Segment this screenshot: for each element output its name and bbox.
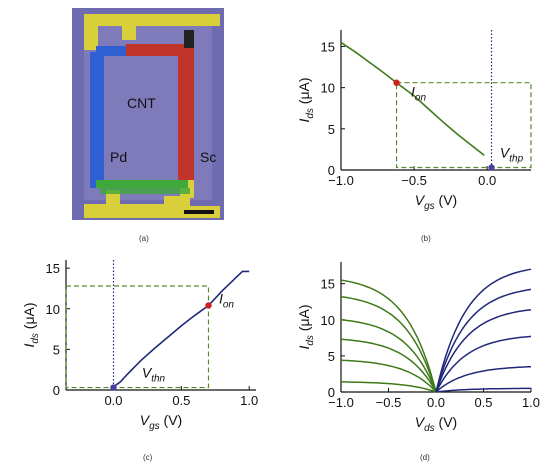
- device-micrograph: CNT Pd Sc: [72, 8, 224, 220]
- vth-marker: [488, 164, 495, 171]
- caption-a: (a): [139, 234, 149, 243]
- series-line: [340, 41, 485, 156]
- x-axis-label: Vds (V): [415, 414, 457, 434]
- y-tick-label: 0: [328, 385, 335, 400]
- vth-label: Vthn: [142, 365, 166, 385]
- x-tick-label: 1.0: [240, 393, 258, 408]
- x-tick-label: 1.0: [522, 395, 540, 410]
- output-curve-n: [435, 288, 532, 393]
- y-tick-label: 5: [328, 349, 335, 364]
- y-tick-label: 10: [46, 302, 60, 317]
- ion-marker: [205, 302, 212, 309]
- output-curve-p: [341, 381, 437, 393]
- ion-label: Ion: [411, 84, 426, 104]
- top-pad: [84, 14, 220, 50]
- y-tick-label: 15: [321, 277, 335, 292]
- panel-b: −1.0 −0.5 0.0 0 5 10 15 Vgs (V) Ids (μA) Ion Vthp …: [275, 0, 551, 250]
- y-tick-label: 10: [321, 81, 335, 96]
- vth-marker: [110, 384, 117, 391]
- output-curve-n: [435, 335, 532, 393]
- vth-label: Vthp: [500, 145, 524, 165]
- x-tick-label: −0.5: [401, 173, 427, 188]
- caption-d: (d): [420, 453, 430, 462]
- cnt-channel: [96, 180, 188, 188]
- caption-b: (b): [421, 234, 431, 243]
- y-axis-label: Ids (μA): [21, 302, 41, 347]
- caption-c: (c): [143, 453, 153, 462]
- x-axis-label: Vgs (V): [415, 192, 457, 212]
- scale-bar: [184, 210, 214, 214]
- y-tick-label: 15: [321, 39, 335, 54]
- y-tick-label: 5: [53, 342, 60, 357]
- x-tick-label: 0.0: [104, 393, 122, 408]
- series-line: [113, 270, 250, 388]
- y-tick-label: 15: [46, 261, 60, 276]
- ion-marker: [393, 79, 400, 86]
- sc-top-arm: [126, 44, 194, 56]
- x-tick-label: 0.0: [427, 395, 445, 410]
- pd-top-arm: [96, 46, 130, 56]
- operating-window-box: [395, 82, 532, 169]
- y-axis-label: Ids (μA): [296, 304, 316, 349]
- y-tick-label: 5: [328, 122, 335, 137]
- micrograph-panel: CNT Pd Sc (a): [0, 0, 270, 250]
- pd-electrode: [90, 52, 104, 188]
- operating-window-box: [65, 285, 210, 389]
- x-tick-label: −1.0: [328, 173, 354, 188]
- x-axis-label: Vgs (V): [140, 412, 182, 432]
- output-curve-n: [435, 308, 532, 393]
- output-curve-p: [340, 295, 437, 393]
- panel-c: 0.0 0.5 1.0 0 5 10 15 Vgs (V) Ids (μA) Ion Vthn (c…: [0, 250, 270, 465]
- output-curve-n: [435, 387, 531, 393]
- x-tick-label: 0.5: [474, 395, 492, 410]
- x-tick-label: 0.5: [172, 393, 190, 408]
- cnt-label: CNT: [127, 95, 156, 111]
- cnt-channel-lower: [100, 188, 190, 194]
- x-tick-label: −1.0: [328, 395, 354, 410]
- output-curve-n: [435, 365, 532, 393]
- chart-b: −1.0 −0.5 0.0 0 5 10 15 Vgs (V) Ids (μA) Ion Vthp: [296, 30, 532, 212]
- output-curve-p: [340, 338, 437, 393]
- output-curve-p: [340, 279, 437, 393]
- y-axis-label: Ids (μA): [296, 77, 316, 122]
- output-curve-p: [340, 319, 437, 393]
- chart-d: −1.0 −0.5 0.0 0.5 1.0 0 5 10 15 Vds (V) Ids (μA): [296, 262, 540, 434]
- y-tick-label: 0: [328, 163, 335, 178]
- y-tick-label: 0: [53, 383, 60, 398]
- output-curve-n: [435, 268, 532, 393]
- x-tick-label: 0.0: [478, 173, 496, 188]
- dark-contact: [184, 30, 194, 48]
- pd-label: Pd: [110, 149, 127, 165]
- panel-d: −1.0 −0.5 0.0 0.5 1.0 0 5 10 15 Vds (V) Ids (μA) (…: [275, 250, 551, 465]
- ion-label: Ion: [219, 291, 234, 311]
- output-curve-p: [340, 359, 437, 393]
- sc-label: Sc: [200, 149, 216, 165]
- x-tick-label: −0.5: [376, 395, 402, 410]
- y-tick-label: 10: [321, 313, 335, 328]
- chart-c: 0.0 0.5 1.0 0 5 10 15 Vgs (V) Ids (μA) Ion Vthn: [21, 260, 258, 432]
- sc-electrode: [178, 48, 194, 180]
